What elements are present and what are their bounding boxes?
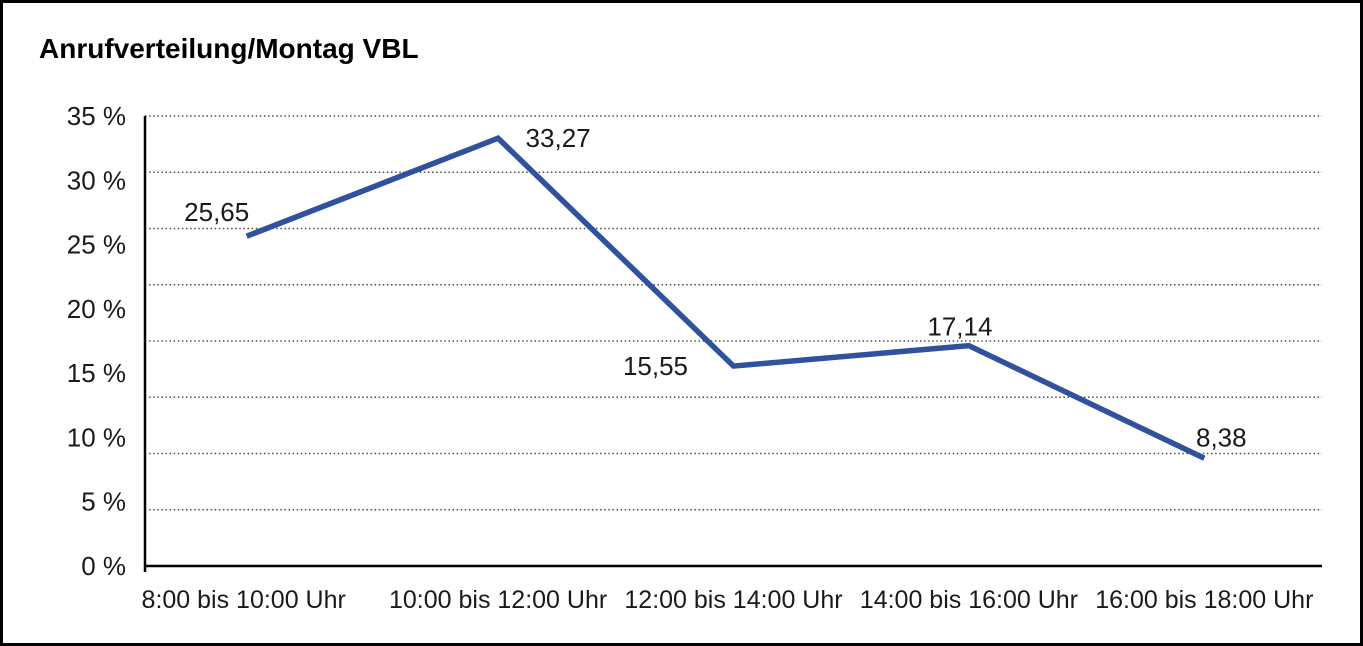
y-axis-tick-label: 0 % xyxy=(81,551,126,581)
data-point-label: 25,65 xyxy=(184,197,249,227)
data-point-label: 15,55 xyxy=(623,351,688,381)
x-axis-category-label: 8:00 bis 10:00 Uhr xyxy=(142,586,346,614)
y-axis-tick-label: 20 % xyxy=(67,294,126,324)
y-axis-tick-label: 10 % xyxy=(67,422,126,452)
y-axis-tick-label: 5 % xyxy=(81,487,126,517)
chart-title: Anrufverteilung/Montag VBL xyxy=(39,33,419,64)
y-axis-tick-label: 25 % xyxy=(67,230,126,260)
y-axis-tick-label: 15 % xyxy=(67,358,126,388)
x-axis-category-label: 16:00 bis 18:00 Uhr xyxy=(1095,586,1313,614)
x-axis-category-label: 12:00 bis 14:00 Uhr xyxy=(624,586,842,614)
x-axis-category-label: 14:00 bis 16:00 Uhr xyxy=(860,586,1078,614)
y-axis-tick-label: 30 % xyxy=(67,165,126,195)
x-axis-category-label: 10:00 bis 12:00 Uhr xyxy=(389,586,607,614)
data-point-label: 17,14 xyxy=(927,312,992,342)
data-point-label: 8,38 xyxy=(1196,422,1247,452)
y-axis-tick-label: 35 % xyxy=(67,101,126,131)
data-point-label: 33,27 xyxy=(526,123,591,153)
data-line xyxy=(245,135,1206,461)
